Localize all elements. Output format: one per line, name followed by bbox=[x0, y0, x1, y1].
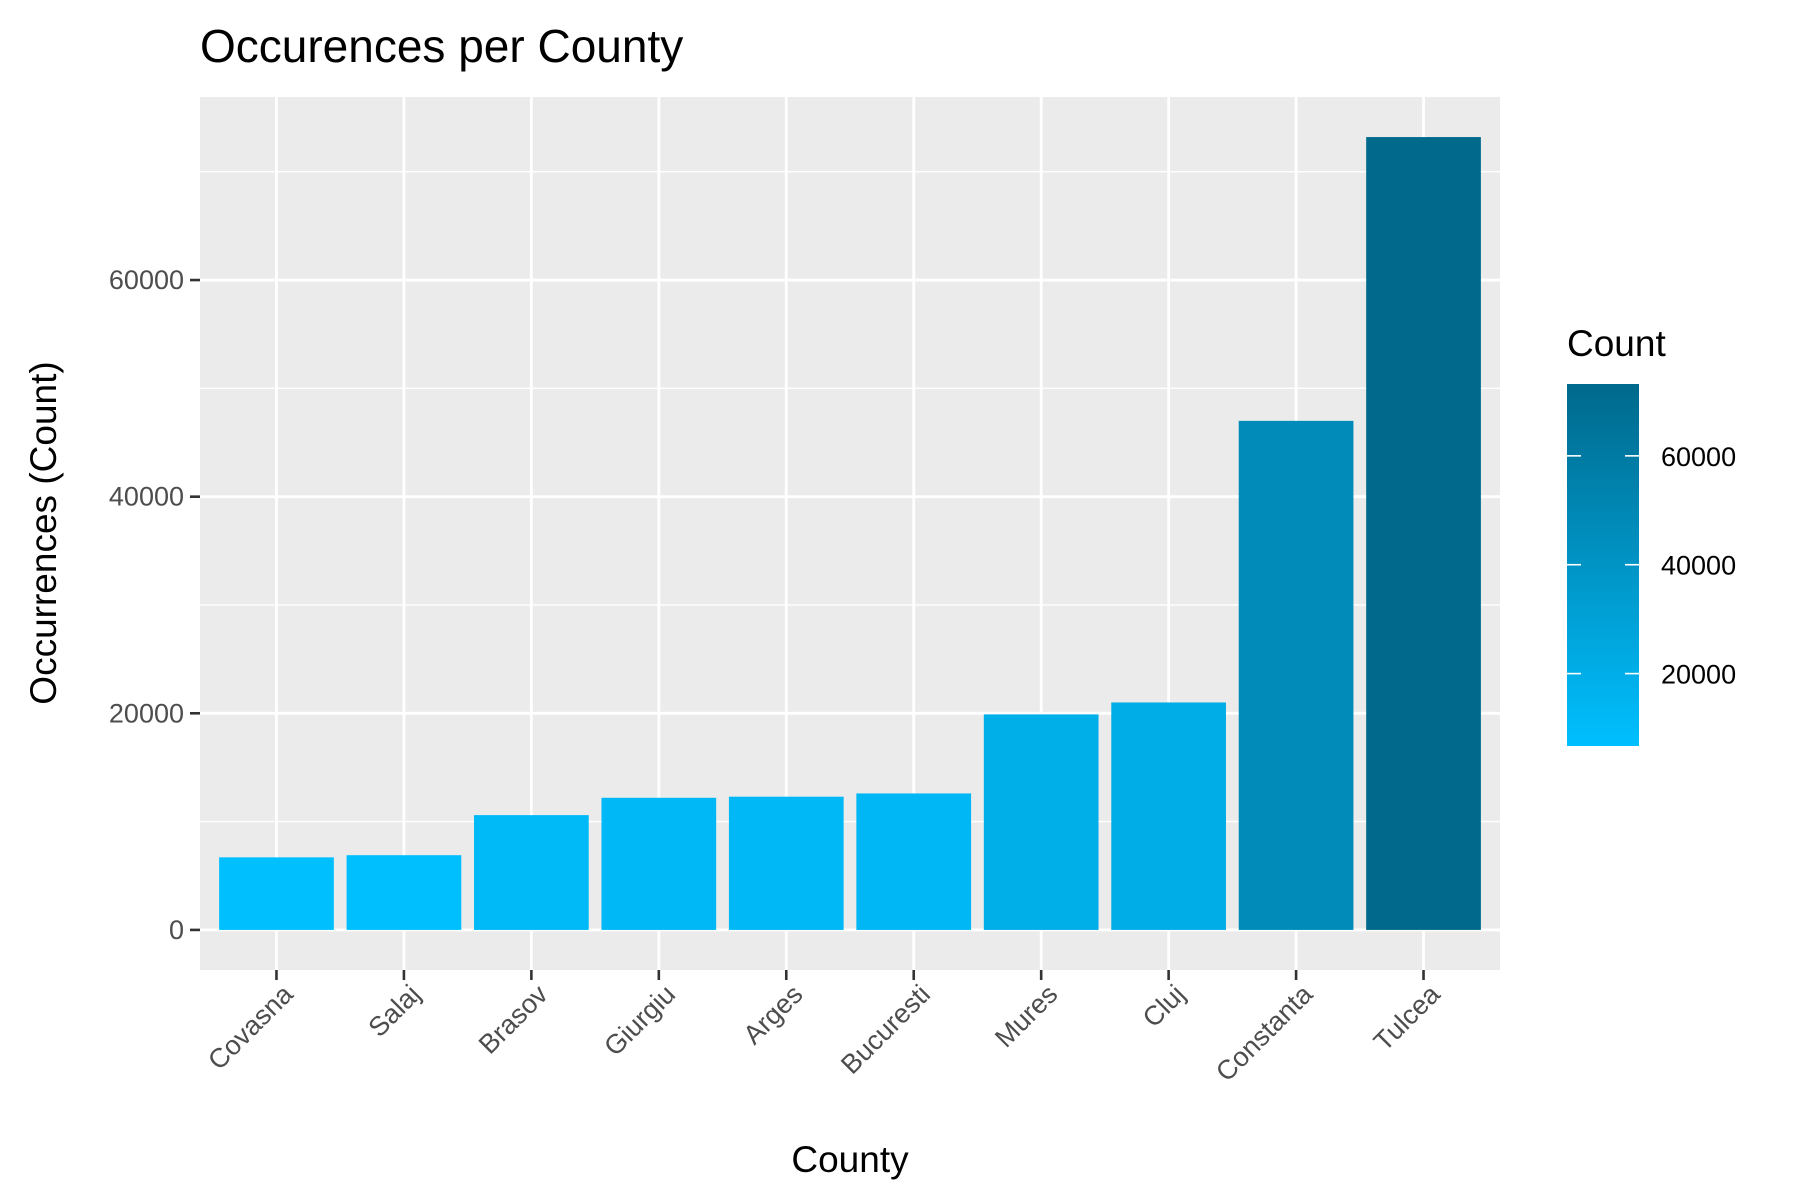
x-tick-label: Mures bbox=[989, 979, 1063, 1053]
x-tick-label: Salaj bbox=[362, 979, 426, 1043]
x-tick-label: Cluj bbox=[1137, 979, 1191, 1033]
bar-brasov bbox=[474, 815, 589, 930]
legend-tick-label: 60000 bbox=[1661, 442, 1736, 472]
x-tick-label: Covasna bbox=[202, 978, 299, 1075]
bar-constanta bbox=[1238, 420, 1354, 930]
bar-salaj bbox=[346, 855, 462, 930]
bar-arges bbox=[728, 796, 844, 930]
x-axis: Covasna Salaj Brasov Giurgiu Arges Bucuresti M… bbox=[202, 970, 1446, 1087]
x-axis-title: County bbox=[791, 1139, 909, 1180]
bar-tulcea bbox=[1366, 137, 1481, 930]
legend-tick-label: 20000 bbox=[1661, 660, 1736, 690]
x-tick-label: Bucuresti bbox=[835, 979, 936, 1080]
y-tick-label: 20000 bbox=[109, 698, 184, 728]
bar-covasna bbox=[219, 857, 334, 930]
y-tick-label: 60000 bbox=[109, 265, 184, 295]
bars bbox=[219, 137, 1481, 930]
bar-mures bbox=[983, 714, 1099, 930]
legend: Count 20000 40000 60000 bbox=[1567, 323, 1736, 746]
legend-title: Count bbox=[1567, 323, 1666, 364]
y-tick-label: 0 bbox=[169, 915, 184, 945]
y-axis-title: Occurrences (Count) bbox=[23, 361, 64, 704]
bar-bucuresti bbox=[856, 793, 972, 930]
x-tick-label: Arges bbox=[737, 979, 808, 1050]
bar-cluj bbox=[1111, 702, 1226, 930]
legend-tick-label: 40000 bbox=[1661, 551, 1736, 581]
y-axis: 0 20000 40000 60000 bbox=[109, 265, 200, 945]
chart-title: Occurences per County bbox=[200, 20, 683, 72]
x-tick-label: Constanta bbox=[1210, 978, 1319, 1087]
x-tick-label: Brasov bbox=[473, 979, 554, 1060]
x-tick-label: Giurgiu bbox=[598, 979, 681, 1062]
bar-giurgiu bbox=[601, 797, 717, 930]
x-tick-label: Tulcea bbox=[1368, 978, 1447, 1057]
legend-ticks: 20000 40000 60000 bbox=[1567, 442, 1736, 690]
y-tick-label: 40000 bbox=[109, 482, 184, 512]
